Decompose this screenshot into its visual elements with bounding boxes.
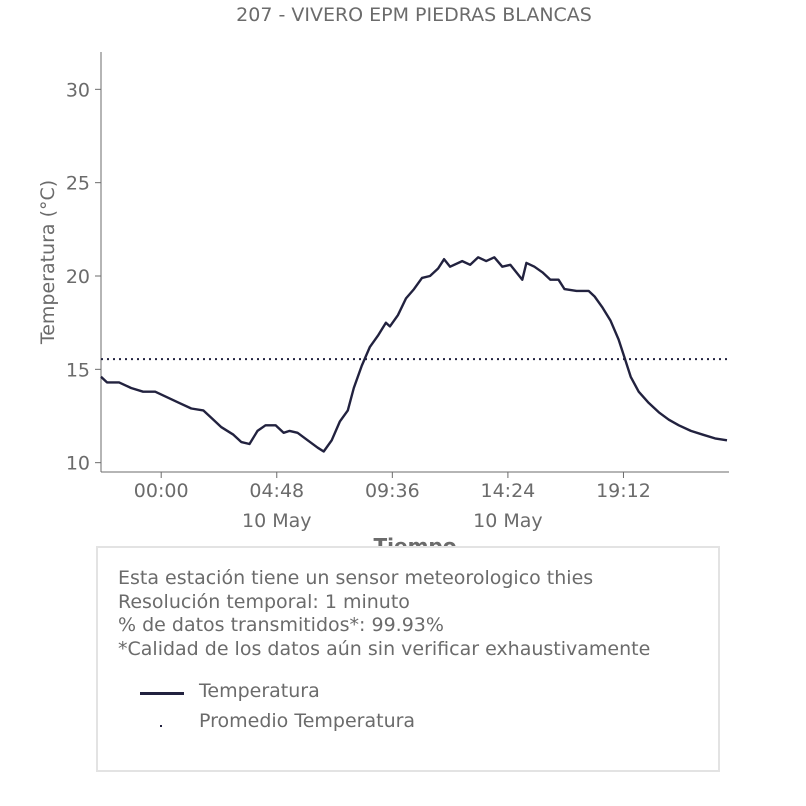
x-tick-date-label: 10 May	[242, 510, 312, 532]
y-tick-label: 25	[66, 173, 90, 195]
y-tick-label: 30	[66, 79, 90, 101]
legend-label: Promedio Temperatura	[199, 710, 416, 732]
x-tick-label: 04:48	[249, 480, 304, 502]
legend-line-swatch	[140, 692, 184, 695]
y-axis-label: Temperatura (°C)	[37, 180, 59, 345]
x-ticks: 00:00 04:48 10 May 09:36 14:24 10 May 19:12	[134, 472, 651, 532]
x-tick-label: 19:12	[596, 480, 651, 502]
legend-label: Temperatura	[199, 680, 320, 702]
info-line-quality-note: *Calidad de los datos aún sin verificar …	[118, 637, 651, 660]
x-tick-label: 14:24	[481, 480, 536, 502]
y-ticks: 10 15 20 25 30	[66, 79, 101, 475]
y-tick-label: 20	[66, 266, 90, 288]
station-info-box: Esta estación tiene un sensor meteorolog…	[96, 546, 720, 772]
x-axis-label: Tiempo	[374, 534, 457, 546]
temperature-chart: 207 - VIVERO EPM PIEDRAS BLANCAS 10 15 20 2…	[37, 4, 729, 546]
temperature-series-line	[100, 256, 728, 453]
info-line-sensor: Esta estación tiene un sensor meteorolog…	[118, 567, 594, 589]
info-line-resolution: Resolución temporal: 1 minuto	[118, 590, 410, 613]
legend-dot-swatch	[160, 725, 162, 727]
x-tick-label: 00:00	[134, 480, 189, 502]
chart-title: 207 - VIVERO EPM PIEDRAS BLANCAS	[236, 4, 592, 26]
x-tick-date-label: 10 May	[473, 510, 543, 532]
x-tick-label: 09:36	[365, 480, 420, 502]
y-tick-label: 15	[66, 359, 90, 381]
y-tick-label: 10	[66, 453, 90, 475]
info-text: Esta estación tiene un sensor meteorolog…	[118, 567, 650, 661]
info-line-transmitted: % de datos transmitidos*: 99.93%	[118, 614, 444, 636]
